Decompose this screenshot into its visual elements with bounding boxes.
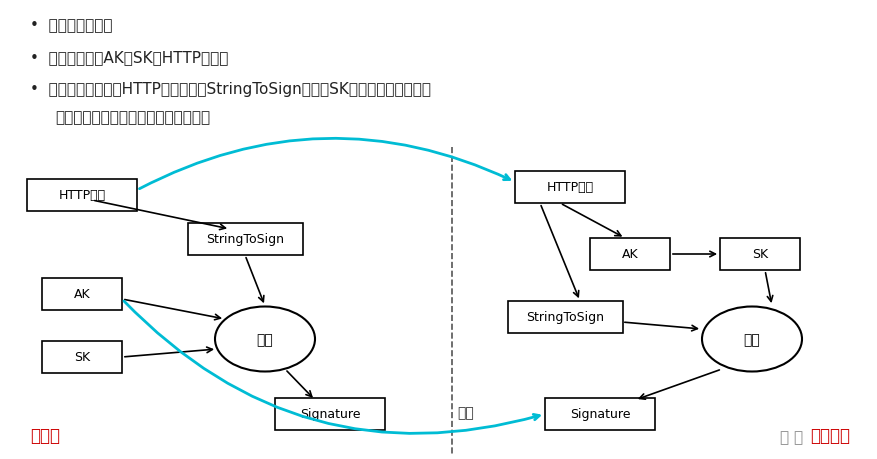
Text: 服务端区: 服务端区 <box>810 426 850 444</box>
Text: StringToSign: StringToSign <box>526 311 604 324</box>
Text: SK: SK <box>74 351 90 364</box>
Text: 华 为: 华 为 <box>780 429 803 444</box>
Ellipse shape <box>215 307 315 372</box>
FancyBboxPatch shape <box>42 341 122 373</box>
FancyBboxPatch shape <box>188 224 303 256</box>
Text: 校验: 校验 <box>457 405 474 419</box>
FancyBboxPatch shape <box>515 172 625 203</box>
Text: •  签名前准备：AK、SK、HTTP请求。: • 签名前准备：AK、SK、HTTP请求。 <box>30 50 228 65</box>
FancyBboxPatch shape <box>720 239 800 270</box>
Text: 计算: 计算 <box>257 332 274 346</box>
Text: •  目的：防止篹改: • 目的：防止篹改 <box>30 18 112 33</box>
Text: 服务端与客户端一致，签名校验通过。: 服务端与客户端一致，签名校验通过。 <box>55 110 210 125</box>
Text: •  签名的思路：根据HTTP请求提取出StringToSign，使用SK加密计算得到签名，: • 签名的思路：根据HTTP请求提取出StringToSign，使用SK加密计算… <box>30 82 431 97</box>
FancyBboxPatch shape <box>590 239 670 270</box>
FancyBboxPatch shape <box>275 398 385 430</box>
Text: AK: AK <box>74 288 90 301</box>
Text: Signature: Signature <box>300 408 360 420</box>
Text: StringToSign: StringToSign <box>206 233 284 246</box>
Text: HTTP请求: HTTP请求 <box>59 189 105 202</box>
Ellipse shape <box>702 307 802 372</box>
FancyBboxPatch shape <box>545 398 655 430</box>
FancyBboxPatch shape <box>27 179 137 212</box>
Text: SK: SK <box>752 248 768 261</box>
Text: Signature: Signature <box>570 408 631 420</box>
FancyBboxPatch shape <box>42 279 122 310</box>
Text: AK: AK <box>622 248 638 261</box>
Text: 计算: 计算 <box>744 332 760 346</box>
Text: HTTP请求: HTTP请求 <box>546 181 594 194</box>
Text: 客户端: 客户端 <box>30 426 60 444</box>
FancyBboxPatch shape <box>508 302 623 333</box>
